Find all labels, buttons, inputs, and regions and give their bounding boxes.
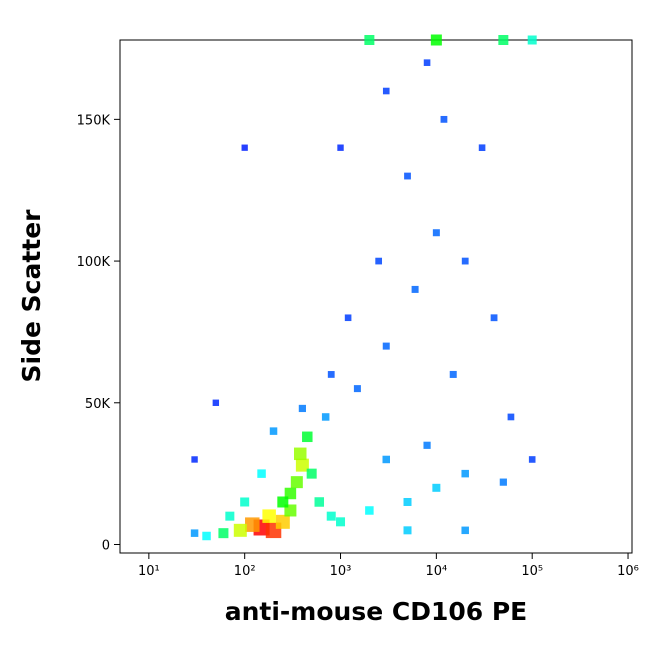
data-point — [432, 483, 441, 492]
y-tick-label: 100K — [77, 255, 111, 270]
data-point — [321, 413, 330, 421]
data-point — [423, 59, 431, 66]
x-tick-label: 10¹ — [138, 564, 160, 579]
data-point — [337, 144, 344, 151]
data-point — [306, 468, 317, 479]
data-point — [478, 144, 486, 152]
data-point — [364, 35, 375, 45]
data-point — [233, 523, 247, 537]
data-point — [382, 87, 390, 95]
data-point — [365, 506, 374, 515]
data-point — [403, 497, 412, 506]
x-tick-label: 10⁴ — [425, 564, 447, 579]
plot-frame — [119, 39, 633, 554]
data-point — [490, 314, 498, 322]
data-point — [298, 404, 306, 413]
data-point — [245, 517, 260, 532]
data-point — [461, 469, 469, 478]
data-point — [375, 257, 383, 265]
data-point — [403, 526, 412, 535]
data-point — [440, 115, 448, 123]
data-point — [290, 476, 303, 489]
data-point — [212, 399, 220, 406]
data-point — [326, 511, 336, 521]
x-tick-label: 10⁵ — [521, 564, 543, 579]
data-point — [449, 370, 457, 378]
data-point — [275, 514, 290, 529]
data-point — [430, 34, 442, 46]
data-point — [277, 496, 289, 508]
x-tick-label: 10³ — [330, 564, 352, 579]
data-point — [202, 531, 211, 541]
data-point — [432, 229, 440, 237]
data-point — [262, 509, 276, 523]
data-point — [218, 528, 229, 539]
data-point — [527, 35, 537, 45]
data-point — [382, 342, 390, 350]
data-point — [240, 497, 250, 507]
data-point — [257, 469, 266, 478]
data-point — [344, 314, 352, 322]
y-tick-label: 150K — [77, 113, 111, 128]
data-point — [314, 497, 325, 507]
x-axis-title: anti-mouse CD106 PE — [225, 597, 528, 626]
data-point — [499, 478, 507, 486]
data-point — [295, 458, 309, 472]
data-point — [225, 511, 235, 521]
y-tick-label: 50K — [85, 397, 111, 412]
data-point — [284, 487, 297, 500]
data-point — [327, 371, 335, 378]
data-point — [294, 447, 307, 461]
y-tick-label: 0 — [102, 538, 110, 553]
data-point — [461, 526, 469, 535]
data-point — [302, 431, 313, 443]
data-point — [191, 456, 198, 463]
x-tick-label: 10⁶ — [617, 564, 639, 579]
data-point — [498, 35, 509, 45]
data-point — [353, 385, 361, 393]
data-point — [269, 427, 278, 435]
data-point — [336, 517, 346, 527]
data-point — [411, 285, 419, 293]
data-point — [423, 441, 431, 449]
data-point — [528, 456, 536, 463]
data-point — [461, 257, 469, 265]
data-point — [404, 172, 411, 180]
data-point — [241, 144, 248, 151]
y-axis-title: Side Scatter — [17, 209, 46, 383]
data-point — [284, 504, 297, 517]
x-tick-label: 10² — [234, 564, 256, 579]
data-point — [507, 413, 515, 421]
data-point — [382, 455, 390, 464]
data-point — [190, 529, 199, 537]
